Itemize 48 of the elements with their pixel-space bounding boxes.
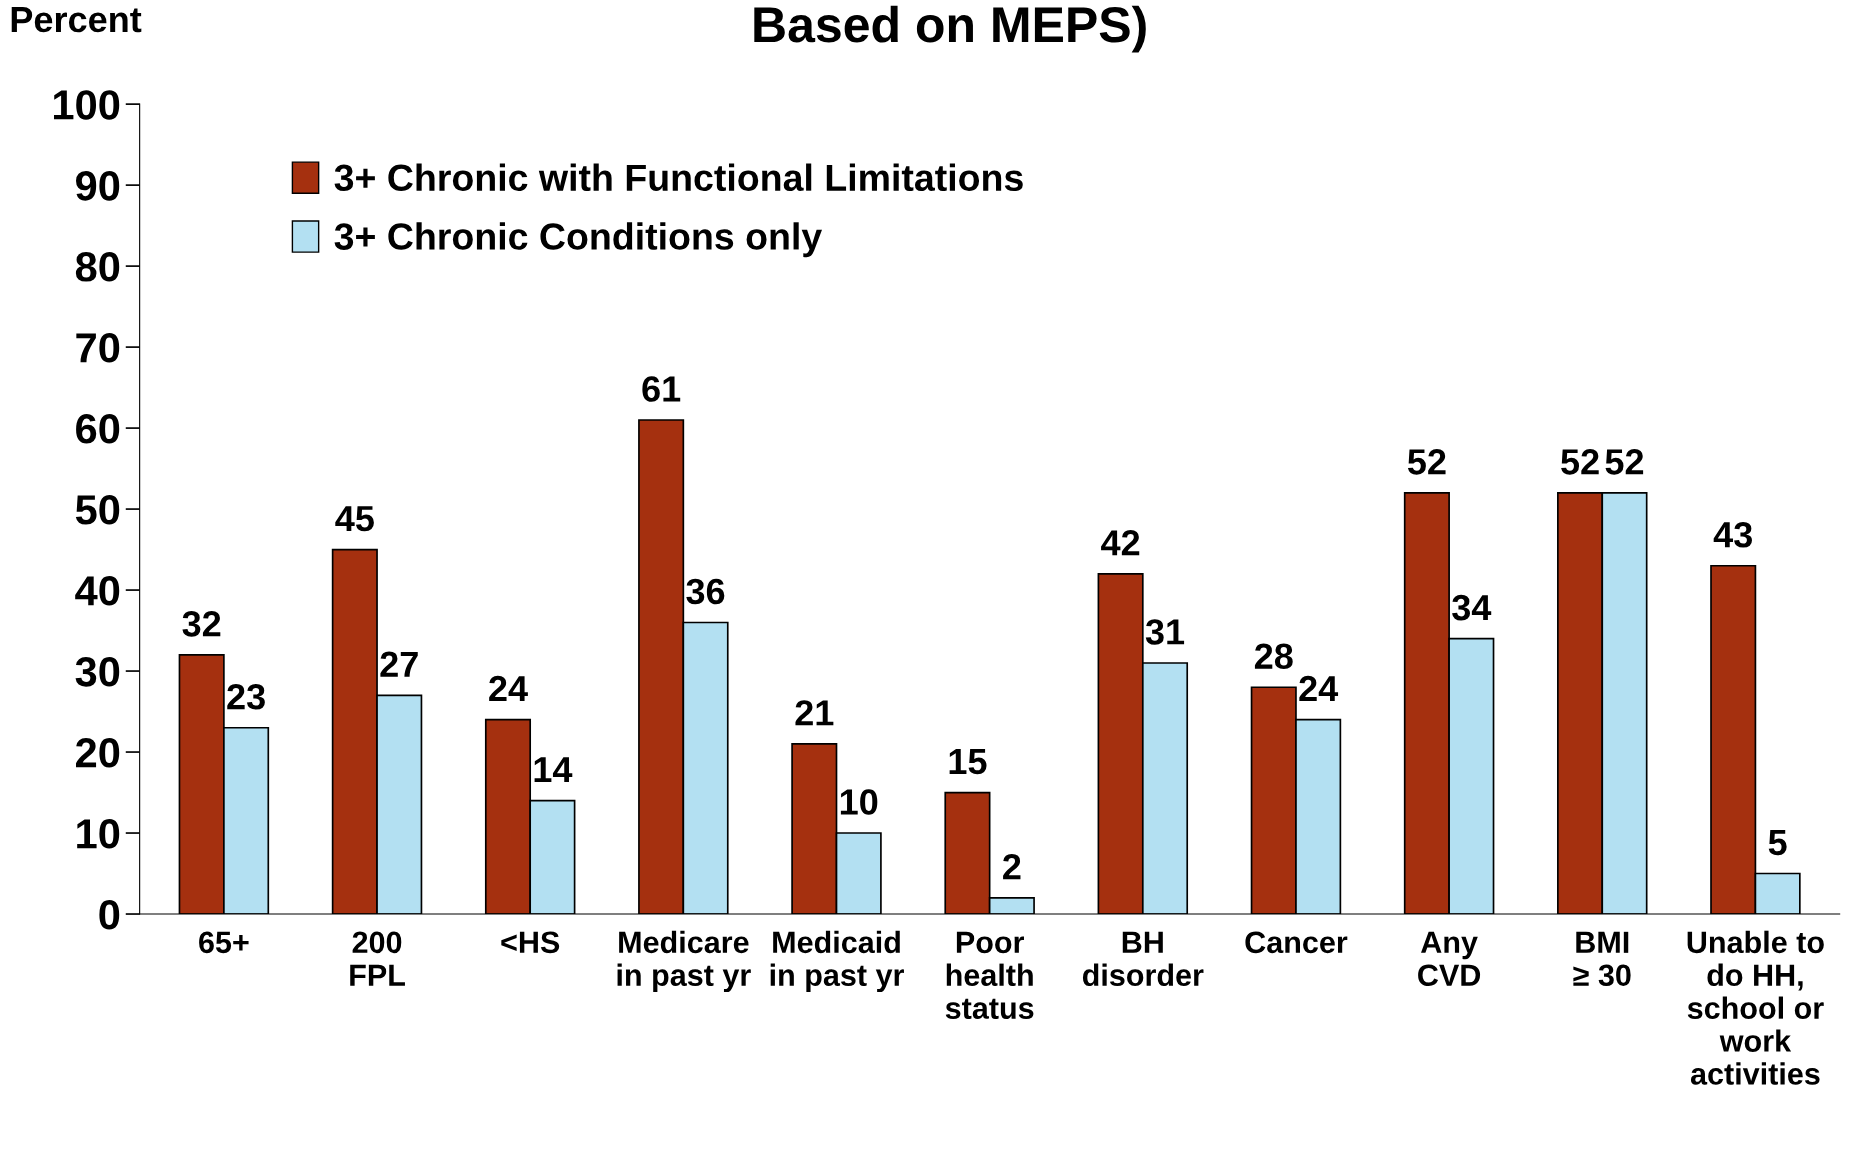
data-label: 61: [642, 376, 681, 402]
data-label: 24: [1299, 675, 1339, 702]
data-label: 31: [1145, 619, 1185, 645]
data-label: 24: [489, 675, 528, 702]
data-label: 21: [795, 700, 834, 726]
x-tick-label: 65+: [199, 931, 249, 954]
data-label: 2: [1003, 854, 1021, 880]
x-tick-label: Any CVD: [1418, 931, 1481, 987]
x-tick-label: BH disorder: [1082, 931, 1204, 987]
x-tick-label: 200 FPL: [350, 931, 405, 986]
y-tick-label: 50: [75, 495, 120, 525]
legend-label: 3+ Chronic with Functional Limitations: [334, 163, 1023, 192]
data-label: 28: [1254, 643, 1293, 670]
x-tick-label: Cancer: [1245, 931, 1348, 954]
y-tick-label: 100: [54, 90, 120, 120]
data-label: 14: [534, 757, 573, 783]
data-label: 52: [1605, 449, 1644, 475]
y-tick-label: 70: [76, 333, 120, 363]
y-tick-label: 60: [76, 414, 120, 444]
y-tick-label: 10: [77, 819, 120, 849]
data-label: 52: [1561, 449, 1599, 475]
x-tick-label: Unable to do HH, school or work activities: [1687, 930, 1824, 1085]
data-label: 42: [1101, 530, 1140, 556]
y-tick-label: 80: [75, 252, 120, 282]
x-tick-label: Medicaid in past yr: [770, 930, 904, 993]
chart-title: Based on MEPS): [754, 5, 1146, 53]
x-tick-label: Poor health status: [945, 931, 1034, 1019]
data-label: 10: [840, 789, 878, 815]
x-tick-label: BMI ≥ 30: [1573, 931, 1631, 987]
y-axis-title: Percent: [11, 7, 142, 33]
data-label: 36: [686, 578, 725, 605]
y-tick-label: 90: [76, 171, 120, 201]
y-tick-label: 0: [99, 900, 120, 930]
data-label: 5: [1768, 830, 1787, 856]
x-tick-label: Medicare in past yr: [617, 930, 751, 993]
y-tick-label: 40: [75, 576, 120, 606]
data-label: 43: [1713, 521, 1752, 548]
data-label: 32: [182, 611, 221, 637]
data-label: 52: [1407, 449, 1446, 475]
data-label: 15: [949, 749, 987, 775]
legend-label: 3+ Chronic Conditions only: [334, 222, 823, 258]
data-label: 27: [380, 651, 418, 677]
y-tick-label: 30: [75, 657, 120, 687]
data-label: 45: [335, 506, 374, 532]
data-label: 34: [1452, 594, 1492, 621]
y-tick-label: 20: [76, 738, 120, 768]
data-label: 23: [227, 683, 265, 710]
x-tick-label: <HS: [501, 931, 560, 954]
